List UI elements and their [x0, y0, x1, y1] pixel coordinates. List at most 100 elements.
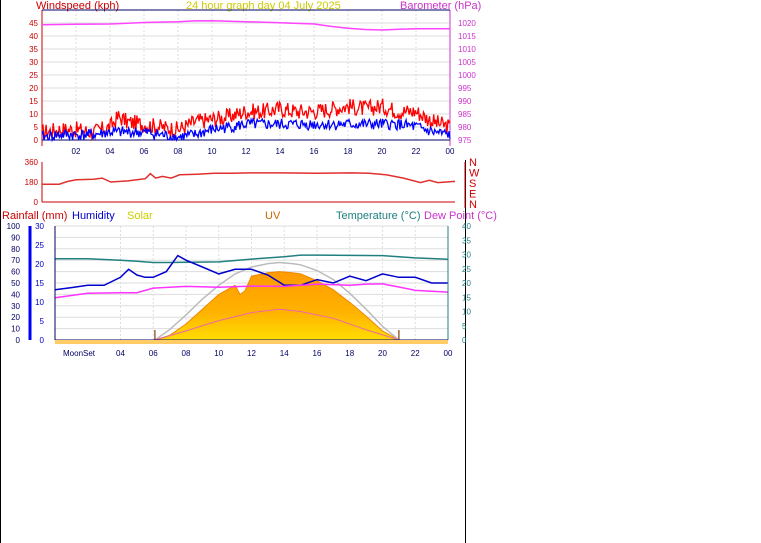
- x-tick-label: 06: [149, 349, 158, 358]
- x-tick-label: 06: [140, 147, 149, 156]
- bottom-panel-legend: Rainfall (mm) Humidity Solar UV Temperat…: [2, 210, 497, 222]
- temperature-tick-label: 25: [462, 265, 471, 274]
- barometer-tick-label: 995: [458, 84, 472, 93]
- temperature-tick-label: 15: [462, 293, 471, 302]
- rain-tick-label: 5: [40, 317, 45, 326]
- series-windspeed: [41, 97, 451, 142]
- x-tick-label: 08: [182, 349, 191, 358]
- temperature-tick-label: 30: [462, 251, 471, 260]
- humidity-tick-label: 40: [11, 290, 20, 299]
- temperature-tick-label: 40: [462, 222, 471, 231]
- compass-label: E: [469, 189, 476, 201]
- series-temperature: [55, 254, 449, 264]
- humidity-tick-label: 60: [11, 268, 20, 277]
- barometer-tick-label: 985: [458, 110, 472, 119]
- series-gust: [41, 116, 451, 143]
- humidity-tick-label: 100: [7, 222, 21, 231]
- x-tick-label: 22: [412, 147, 421, 156]
- temperature-tick-label: 20: [462, 279, 471, 288]
- compass-label: N: [469, 157, 477, 169]
- moonset-annotation: MoonSet: [63, 349, 96, 358]
- rain-tick-label: 30: [35, 222, 44, 231]
- windspeed-tick-label: 10: [29, 110, 38, 119]
- series-solar-max: [154, 261, 400, 341]
- x-tick-label: 10: [214, 349, 223, 358]
- windspeed-tick-label: 0: [34, 136, 39, 145]
- windspeed-tick-label: 30: [29, 58, 38, 67]
- series-dewpoint: [54, 283, 449, 299]
- humidity-tick-label: 90: [11, 233, 20, 242]
- temperature-tick-label: 10: [462, 308, 471, 317]
- series-wind-direction: [42, 172, 456, 185]
- x-tick-label: 04: [106, 147, 115, 156]
- x-tick-label: 18: [345, 349, 354, 358]
- direction-tick-label: 360: [25, 158, 39, 167]
- x-tick-label: 00: [444, 349, 453, 358]
- x-tick-label: 00: [446, 147, 455, 156]
- wind-barometer-panel: 0510152025303540459759809859909951000100…: [29, 9, 476, 156]
- x-tick-label: 12: [242, 147, 251, 156]
- x-tick-label: 22: [411, 349, 420, 358]
- series-solar: [154, 271, 401, 341]
- x-tick-label: 10: [208, 147, 217, 156]
- humidity-tick-label: 10: [11, 325, 20, 334]
- rain-tick-label: 25: [35, 241, 44, 250]
- direction-tick-label: 0: [34, 198, 39, 207]
- daylight-strip: [55, 340, 448, 344]
- barometer-tick-label: 1005: [458, 58, 476, 67]
- windspeed-tick-label: 5: [34, 123, 39, 132]
- barometer-tick-label: 975: [458, 136, 472, 145]
- windspeed-tick-label: 25: [29, 71, 38, 80]
- legend-dewpoint: Dew Point (°C): [424, 210, 497, 222]
- windspeed-tick-label: 20: [29, 84, 38, 93]
- rain-tick-label: 15: [35, 279, 44, 288]
- humidity-tick-label: 20: [11, 313, 20, 322]
- x-tick-label: 08: [174, 147, 183, 156]
- compass-label: N: [469, 199, 477, 211]
- humidity-tick-label: 50: [11, 279, 20, 288]
- barometer-tick-label: 1010: [458, 45, 476, 54]
- humidity-tick-label: 0: [16, 336, 21, 345]
- series-barometer: [41, 19, 450, 31]
- legend-temperature: Temperature (°C): [336, 210, 420, 222]
- legend-humidity: Humidity: [72, 210, 115, 222]
- temperature-tick-label: 5: [462, 322, 467, 331]
- windspeed-tick-label: 15: [29, 97, 38, 106]
- compass-label: S: [469, 178, 476, 190]
- page-title: 24 hour graph day 04 July 2025: [186, 0, 341, 12]
- x-tick-label: 18: [344, 147, 353, 156]
- barometer-tick-label: 980: [458, 123, 472, 132]
- windspeed-tick-label: 45: [29, 19, 38, 28]
- rain-humidity-solar-panel: 0102030405060708090100051015202530051015…: [7, 222, 472, 358]
- windspeed-tick-label: 40: [29, 32, 38, 41]
- barometer-axis-title: Barometer (hPa): [400, 0, 481, 12]
- x-tick-label: 20: [378, 349, 387, 358]
- humidity-tick-label: 70: [11, 256, 20, 265]
- rain-tick-label: 10: [35, 298, 44, 307]
- x-tick-label: 20: [378, 147, 387, 156]
- temperature-tick-label: 35: [462, 236, 471, 245]
- x-tick-label: 16: [313, 349, 322, 358]
- windspeed-tick-label: 35: [29, 45, 38, 54]
- legend-rainfall: Rainfall (mm): [2, 210, 67, 222]
- x-tick-label: 14: [280, 349, 289, 358]
- temperature-tick-label: 0: [462, 336, 467, 345]
- direction-tick-label: 180: [25, 178, 39, 187]
- windspeed-axis-title: Windspeed (kph): [36, 0, 119, 12]
- barometer-tick-label: 1020: [458, 19, 476, 28]
- rain-tick-label: 0: [40, 336, 45, 345]
- legend-solar: Solar: [127, 210, 153, 222]
- legend-uv: UV: [265, 210, 281, 222]
- humidity-tick-label: 80: [11, 245, 20, 254]
- x-tick-label: 12: [247, 349, 256, 358]
- humidity-tick-label: 30: [11, 302, 20, 311]
- barometer-tick-label: 1015: [458, 32, 476, 41]
- x-tick-label: 04: [116, 349, 125, 358]
- rain-tick-label: 20: [35, 260, 44, 269]
- series-humidity: [54, 254, 448, 291]
- x-tick-label: 16: [310, 147, 319, 156]
- compass-label: W: [469, 168, 480, 180]
- barometer-tick-label: 1000: [458, 71, 476, 80]
